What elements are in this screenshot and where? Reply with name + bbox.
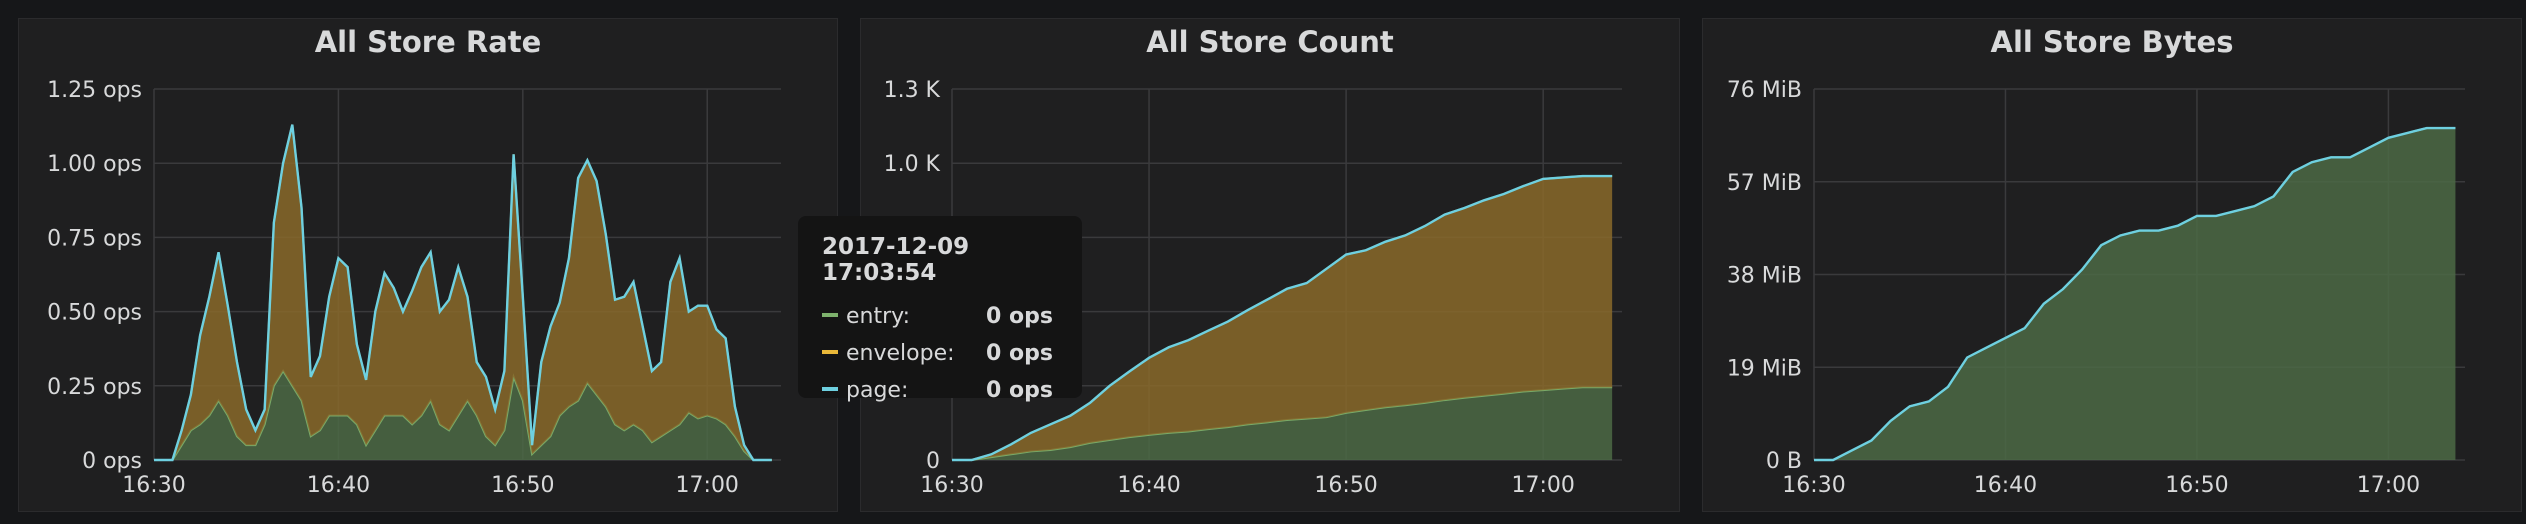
entry-swatch — [822, 313, 838, 317]
area-entry — [1814, 128, 2456, 460]
y-tick-label: 38 MiB — [1727, 264, 1802, 289]
y-tick-label: 19 MiB — [1727, 356, 1802, 381]
x-tick-label: 16:50 — [491, 473, 554, 498]
line-page — [952, 174, 1613, 462]
area-envelope — [952, 176, 1613, 461]
y-tick-label: 0 B — [1766, 449, 1802, 474]
panel-store-rate: All Store Rate 0 ops 0.25 ops 0.50 ops 0.75… — [18, 18, 838, 512]
y-tick-label: 0 ops — [82, 449, 142, 474]
panel-title[interactable]: All Store Bytes — [1990, 25, 2234, 59]
y-tick-label: 0 — [926, 449, 940, 474]
x-tick-label: 16:50 — [2165, 473, 2228, 498]
x-tick-label: 16:30 — [1782, 473, 1845, 498]
tooltip-time: 2017-12-09 17:03:54 — [822, 234, 970, 286]
x-tick-label: 16:30 — [920, 473, 983, 498]
y-tick-label: 0.50 ops — [47, 301, 142, 326]
tooltip-value: 0 ops — [986, 341, 1053, 366]
line-page — [1814, 126, 2456, 462]
tooltip-row-envelope: envelope: 0 ops — [822, 335, 1058, 372]
x-tick-label: 17:00 — [676, 473, 739, 498]
y-tick-label: 0.75 ops — [47, 226, 142, 251]
bytes-chart: 0 B 19 MiB 38 MiB 57 MiB 76 MiB 16:30 16:40 16:… — [1727, 78, 2465, 498]
y-tick-label: 57 MiB — [1727, 171, 1802, 196]
area-entry — [952, 387, 1613, 460]
panel-title[interactable]: All Store Count — [1146, 25, 1394, 59]
area-entry — [154, 370, 772, 460]
tooltip-label: page: — [846, 378, 909, 403]
area-envelope — [154, 124, 772, 460]
tooltip-value: 0 ops — [986, 304, 1053, 329]
tooltip-row-page: page: 0 ops — [822, 372, 1058, 409]
panel-title[interactable]: All Store Rate — [314, 25, 542, 59]
y-tick-label: 76 MiB — [1727, 78, 1802, 103]
rate-chart: 0 ops 0.25 ops 0.50 ops 0.75 ops 1.00 ops 1.2… — [47, 78, 781, 498]
envelope-swatch — [822, 350, 838, 354]
x-tick-label: 16:40 — [307, 473, 370, 498]
line-page — [154, 124, 772, 462]
x-tick-label: 16:40 — [1974, 473, 2037, 498]
y-tick-label: 1.3 K — [884, 78, 941, 103]
y-tick-label: 1.00 ops — [47, 152, 142, 177]
panel-store-count: All Store Count 0 1.0 K 1.3 K 16:30 16:40 16:… — [860, 18, 1680, 512]
x-tick-label: 16:30 — [122, 473, 185, 498]
x-tick-label: 17:00 — [1511, 473, 1574, 498]
y-tick-label: 1.0 K — [884, 152, 941, 177]
tooltip-label: entry: — [846, 304, 910, 329]
tooltip-value: 0 ops — [986, 378, 1053, 403]
x-tick-label: 17:00 — [2357, 473, 2420, 498]
panel-store-bytes: All Store Bytes 0 B 19 MiB 38 MiB 57 MiB 76 … — [1702, 18, 2522, 512]
tooltip-label: envelope: — [846, 341, 955, 366]
page-swatch — [822, 387, 838, 391]
x-tick-label: 16:50 — [1314, 473, 1377, 498]
x-tick-label: 16:40 — [1117, 473, 1180, 498]
tooltip-row-entry: entry: 0 ops — [822, 298, 1058, 335]
count-chart: 0 1.0 K 1.3 K 16:30 16:40 16:50 17:00 — [884, 78, 1622, 498]
hover-tooltip: 2017-12-09 17:03:54 entry: 0 ops envelop… — [798, 216, 1082, 403]
y-tick-label: 1.25 ops — [47, 78, 142, 103]
y-tick-label: 0.25 ops — [47, 375, 142, 400]
